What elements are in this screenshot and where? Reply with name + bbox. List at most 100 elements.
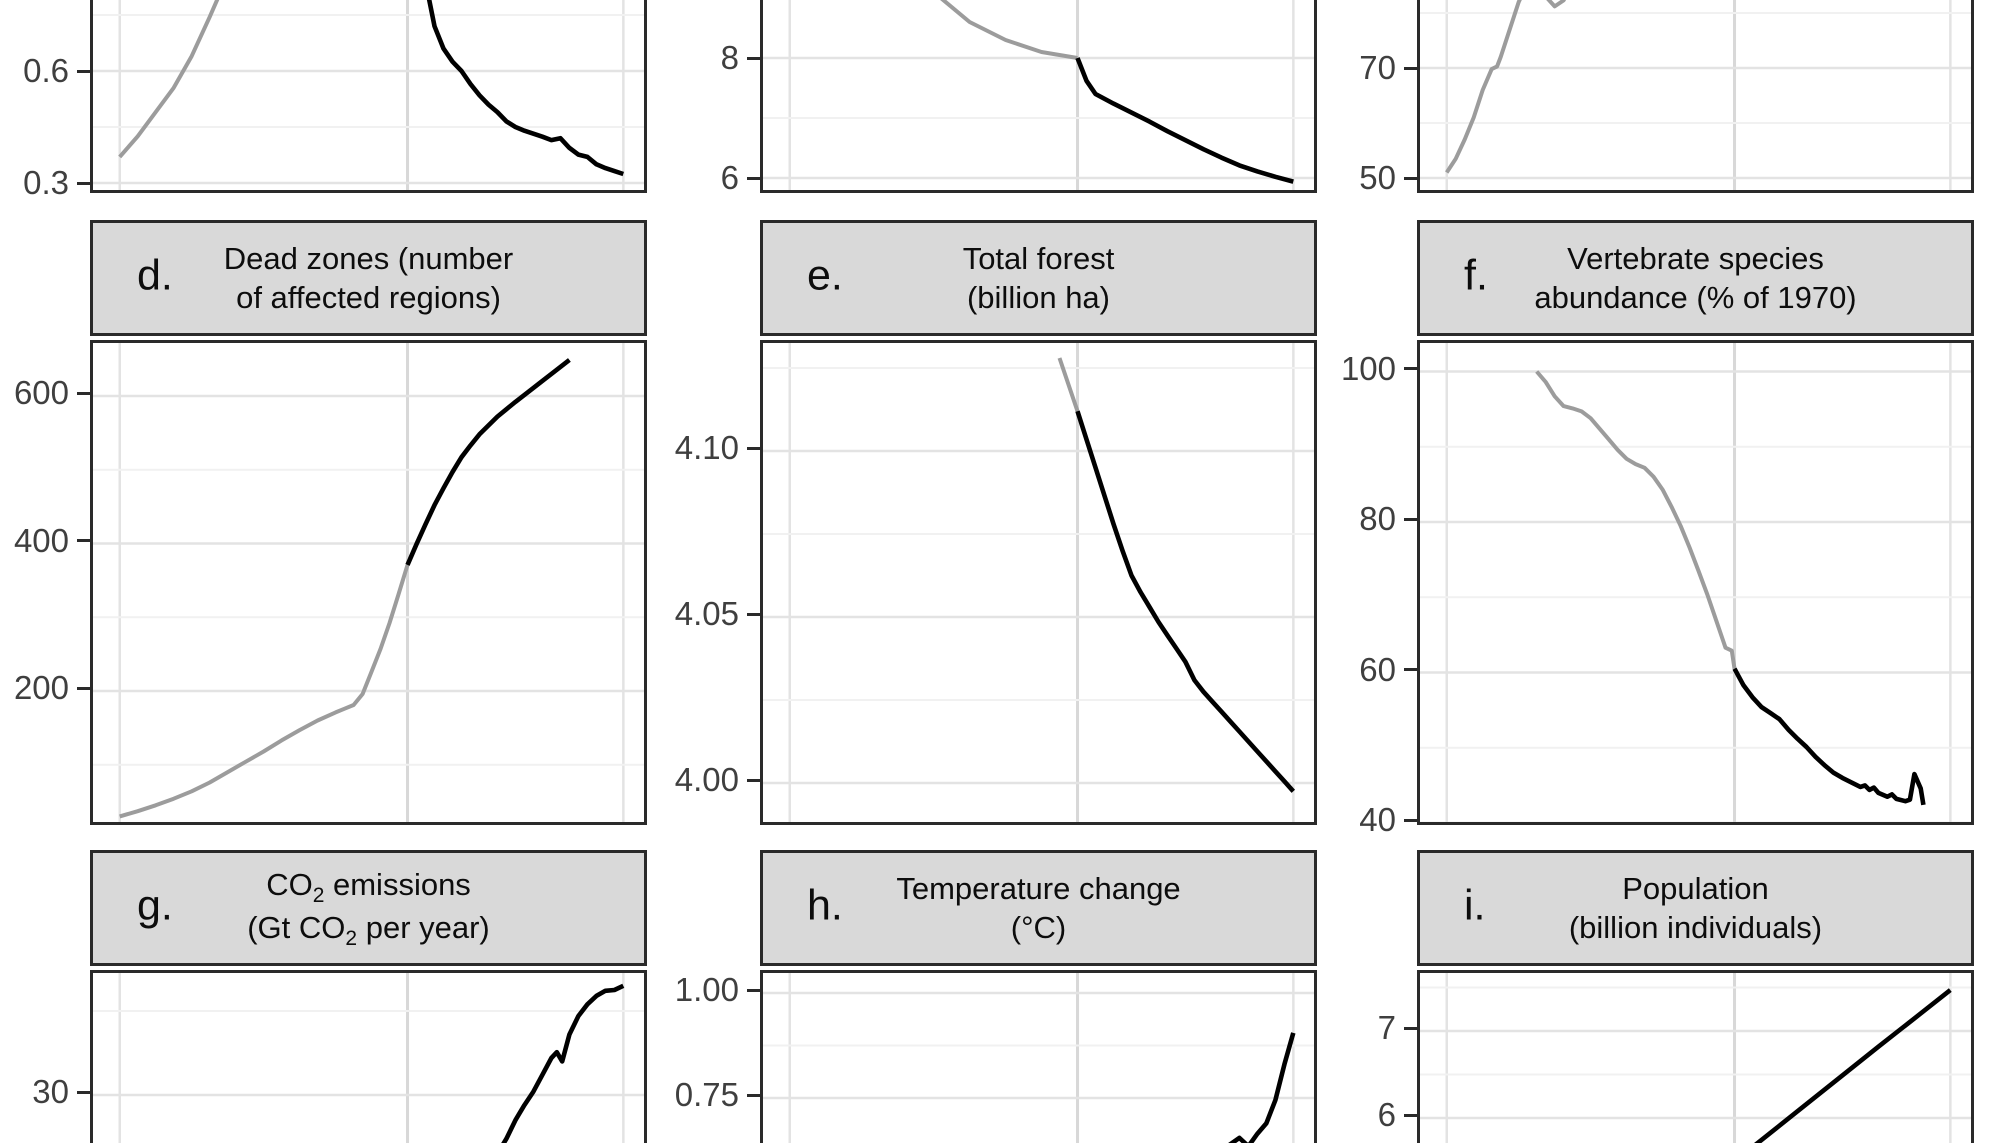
facet-title-line: (Gt CO2 per year)	[247, 910, 490, 950]
facet-title-f: Vertebrate species abundance (% of 1970)	[1420, 239, 1971, 317]
facet-letter-i: i.	[1464, 881, 1486, 930]
series-line-post1992-f	[1732, 667, 1926, 806]
facet-title-line: (billion individuals)	[1568, 910, 1823, 945]
y-tick-mark	[1404, 818, 1417, 822]
y-tick-mark	[747, 778, 760, 782]
series-line-post1992-h	[1228, 1032, 1296, 1143]
y-tick-mark	[1404, 367, 1417, 370]
facet-header-i: i. Population (billion individuals)	[1417, 850, 1974, 966]
plot-area-f	[1420, 343, 1971, 822]
subscript-two: 2	[345, 927, 358, 950]
y-tick-mark	[77, 181, 90, 185]
panel-d	[90, 340, 647, 825]
series-line-post1992-i	[1754, 988, 1952, 1143]
y-tick-label: 4.00	[674, 761, 739, 798]
y-tick-label: 50	[1359, 159, 1396, 196]
y-tick-label: 70	[1359, 49, 1396, 86]
panel-f	[1417, 340, 1974, 825]
plot-area-h	[763, 973, 1314, 1143]
series-line-pre1992-a	[118, 0, 220, 159]
facet-title-line: (billion ha)	[966, 280, 1110, 315]
subscript-two: 2	[312, 884, 325, 907]
series-line-post1992-d	[405, 358, 571, 566]
y-tick-label: 200	[13, 669, 69, 706]
facet-letter-h: h.	[807, 881, 843, 930]
panel-c	[1417, 0, 1974, 193]
series-line-post1992-a	[426, 0, 625, 177]
facet-letter-d: d.	[137, 251, 173, 300]
plot-area-g	[93, 973, 644, 1143]
facet-title-line: Temperature change	[896, 871, 1181, 906]
y-tick-mark	[77, 539, 90, 542]
series-line-pre1992-c	[1445, 0, 1567, 174]
y-tick-label: 1.00	[674, 971, 739, 1008]
series-line-post1992-e	[1075, 410, 1296, 793]
facet-letter-e: e.	[807, 251, 843, 300]
plot-area-b	[763, 0, 1314, 190]
y-tick-mark	[747, 1093, 760, 1097]
y-tick-label: 4.05	[674, 595, 739, 632]
series-line-post1992-b	[1075, 57, 1294, 184]
plot-area-c	[1420, 0, 1971, 190]
facet-header-e: e. Total forest (billion ha)	[760, 220, 1317, 336]
y-tick-mark	[747, 446, 760, 450]
panel-b	[760, 0, 1317, 193]
facet-title-line: abundance (% of 1970)	[1534, 280, 1857, 315]
y-tick-mark	[1404, 517, 1417, 521]
facet-title-line: CO2 emissions	[266, 867, 471, 907]
series-line-pre1992-d	[119, 564, 410, 819]
panel-i	[1417, 970, 1974, 1143]
facet-header-f: f. Vertebrate species abundance (% of 1970…	[1417, 220, 1974, 336]
y-tick-label: 60	[1359, 650, 1396, 688]
y-tick-mark	[1404, 1026, 1417, 1030]
panel-h	[760, 970, 1317, 1143]
y-tick-mark	[747, 988, 760, 992]
panel-a	[90, 0, 647, 193]
y-tick-mark	[77, 391, 90, 395]
facet-letter-g: g.	[137, 881, 173, 930]
y-tick-label: 6	[1377, 1096, 1396, 1133]
y-tick-mark	[77, 686, 90, 690]
facet-header-g: g. CO2 emissions (Gt CO2 per year)	[90, 850, 647, 966]
plot-area-i	[1420, 973, 1971, 1143]
facet-header-h: h. Temperature change (°C)	[760, 850, 1317, 966]
y-tick-label: 0.75	[674, 1076, 739, 1113]
y-tick-mark	[1404, 1113, 1417, 1117]
facet-letter-f: f.	[1464, 251, 1488, 300]
facet-title-h: Temperature change (°C)	[763, 869, 1314, 947]
y-tick-mark	[1404, 176, 1417, 180]
series-line-pre1992-e	[1057, 357, 1080, 412]
facet-title-line: Total forest	[962, 241, 1115, 276]
y-tick-mark	[1404, 668, 1417, 671]
facet-title-line: of affected regions)	[236, 280, 501, 315]
y-tick-label: 6	[720, 159, 739, 196]
facet-title-line: Dead zones (number	[223, 241, 514, 276]
y-tick-mark	[747, 176, 760, 180]
y-tick-label: 80	[1359, 500, 1396, 537]
y-tick-label: 40	[1359, 801, 1396, 838]
y-tick-label: 0.6	[23, 52, 69, 89]
y-tick-label: 100	[1340, 349, 1396, 387]
facet-title-e: Total forest (billion ha)	[763, 239, 1314, 317]
facet-title-line: (°C)	[1010, 910, 1067, 945]
series-line-post1992-g	[501, 983, 625, 1143]
y-tick-mark	[747, 612, 760, 616]
y-tick-label: 4.10	[674, 429, 739, 466]
plot-area-d	[93, 343, 644, 822]
facet-header-d: d. Dead zones (number of affected regions)	[90, 220, 647, 336]
panel-e	[760, 340, 1317, 825]
facet-title-d: Dead zones (number of affected regions)	[93, 239, 644, 317]
y-tick-mark	[1404, 66, 1417, 70]
facet-title-i: Population (billion individuals)	[1420, 869, 1971, 947]
y-tick-label: 0.3	[23, 164, 69, 201]
facet-title-g: CO2 emissions (Gt CO2 per year)	[93, 865, 644, 951]
facet-title-line: Vertebrate species	[1567, 241, 1824, 276]
y-tick-label: 600	[13, 374, 69, 411]
y-tick-label: 8	[720, 39, 739, 76]
y-tick-label: 400	[13, 521, 69, 559]
y-tick-mark	[747, 56, 760, 60]
y-tick-label: 7	[1377, 1009, 1396, 1046]
y-tick-label: 30	[32, 1073, 69, 1110]
panel-g	[90, 970, 647, 1143]
y-tick-mark	[77, 1090, 90, 1094]
